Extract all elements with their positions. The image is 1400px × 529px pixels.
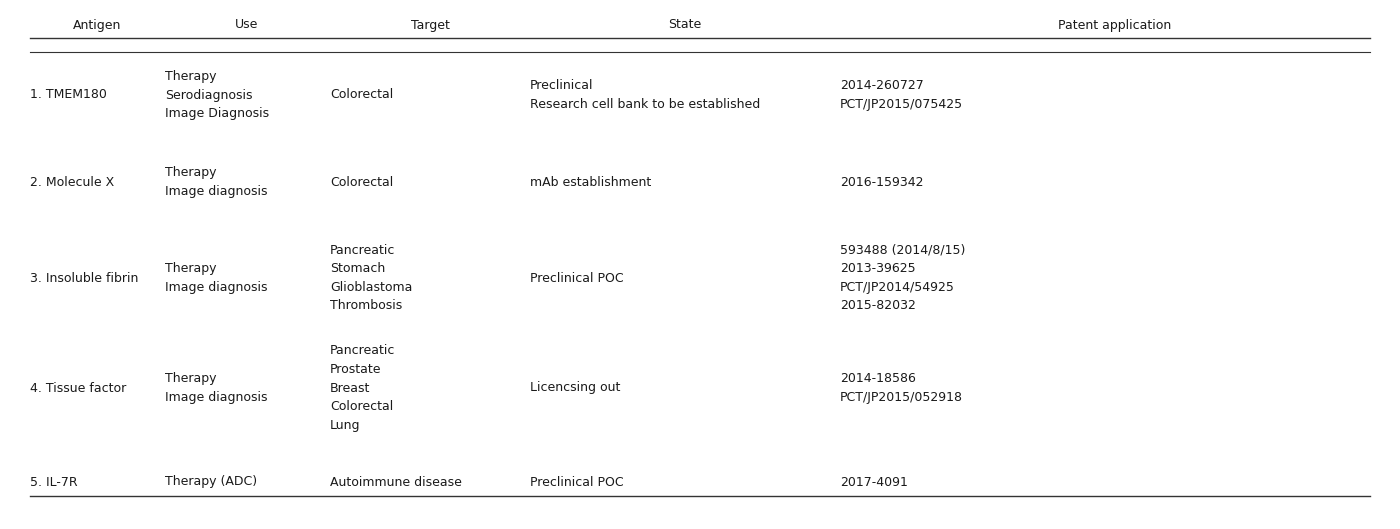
Text: mAb establishment: mAb establishment — [531, 176, 651, 188]
Text: Therapy
Image diagnosis: Therapy Image diagnosis — [165, 166, 267, 198]
Text: 3. Insoluble fibrin: 3. Insoluble fibrin — [29, 271, 139, 285]
Text: Therapy
Image diagnosis: Therapy Image diagnosis — [165, 372, 267, 404]
Text: State: State — [668, 19, 701, 32]
Text: Colorectal: Colorectal — [330, 88, 393, 102]
Text: Patent application: Patent application — [1058, 19, 1172, 32]
Text: Use: Use — [235, 19, 259, 32]
Text: Pancreatic
Stomach
Glioblastoma
Thrombosis: Pancreatic Stomach Glioblastoma Thrombos… — [330, 244, 413, 312]
Text: Licencsing out: Licencsing out — [531, 381, 620, 395]
Text: Preclinical
Research cell bank to be established: Preclinical Research cell bank to be est… — [531, 79, 760, 111]
Text: 2014-260727
PCT/JP2015/075425: 2014-260727 PCT/JP2015/075425 — [840, 79, 963, 111]
Text: 2016-159342: 2016-159342 — [840, 176, 924, 188]
Text: Preclinical POC: Preclinical POC — [531, 271, 623, 285]
Text: 2017-4091: 2017-4091 — [840, 476, 907, 488]
Text: 2. Molecule X: 2. Molecule X — [29, 176, 115, 188]
Text: Antigen: Antigen — [73, 19, 122, 32]
Text: 4. Tissue factor: 4. Tissue factor — [29, 381, 126, 395]
Text: 593488 (2014/8/15)
2013-39625
PCT/JP2014/54925
2015-82032: 593488 (2014/8/15) 2013-39625 PCT/JP2014… — [840, 244, 966, 312]
Text: Colorectal: Colorectal — [330, 176, 393, 188]
Text: Therapy
Serodiagnosis
Image Diagnosis: Therapy Serodiagnosis Image Diagnosis — [165, 70, 269, 120]
Text: Pancreatic
Prostate
Breast
Colorectal
Lung: Pancreatic Prostate Breast Colorectal Lu… — [330, 344, 395, 432]
Text: Autoimmune disease: Autoimmune disease — [330, 476, 462, 488]
Text: 5. IL-7R: 5. IL-7R — [29, 476, 77, 488]
Text: Preclinical POC: Preclinical POC — [531, 476, 623, 488]
Text: 2014-18586
PCT/JP2015/052918: 2014-18586 PCT/JP2015/052918 — [840, 372, 963, 404]
Text: 1. TMEM180: 1. TMEM180 — [29, 88, 106, 102]
Text: Target: Target — [410, 19, 449, 32]
Text: Therapy
Image diagnosis: Therapy Image diagnosis — [165, 262, 267, 294]
Text: Therapy (ADC): Therapy (ADC) — [165, 476, 258, 488]
